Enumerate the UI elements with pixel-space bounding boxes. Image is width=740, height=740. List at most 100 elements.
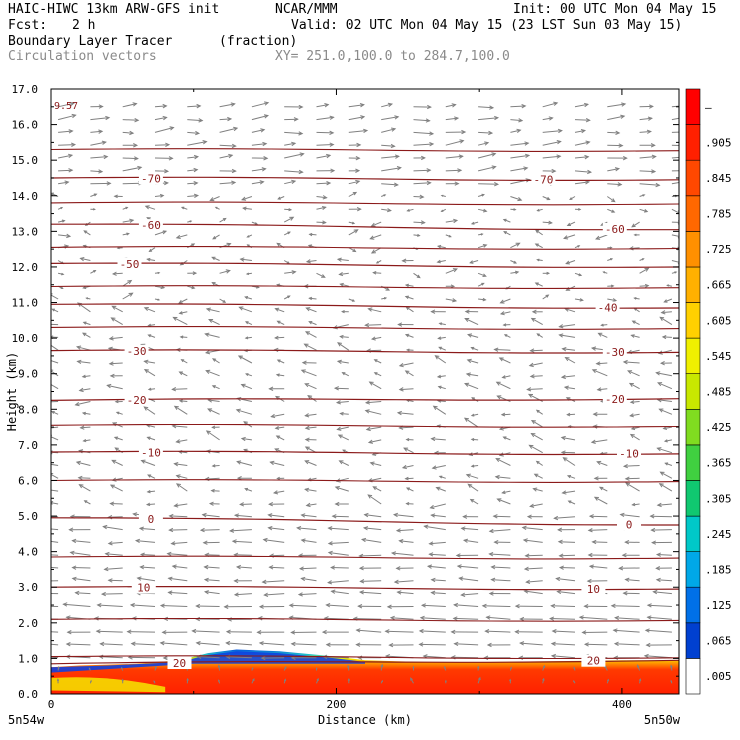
vector-shaft bbox=[627, 370, 640, 377]
circulation-vector bbox=[272, 490, 285, 495]
circulation-vector bbox=[187, 181, 199, 186]
circulation-vector bbox=[308, 232, 317, 237]
vector-shaft bbox=[659, 483, 673, 492]
vector-head bbox=[244, 336, 249, 340]
vector-shaft bbox=[611, 605, 640, 607]
circulation-vector bbox=[550, 641, 576, 646]
vector-head bbox=[61, 219, 66, 223]
circulation-vector bbox=[597, 332, 608, 338]
circulation-vector bbox=[113, 194, 123, 199]
vector-shaft bbox=[579, 616, 608, 620]
vector-head bbox=[578, 273, 583, 277]
vector-shaft bbox=[264, 593, 285, 596]
vector-head bbox=[227, 116, 233, 122]
vector-head bbox=[462, 538, 469, 543]
circulation-vector bbox=[413, 104, 432, 110]
circulation-vector bbox=[670, 664, 673, 671]
vector-head bbox=[290, 641, 296, 647]
vector-shaft bbox=[405, 284, 414, 287]
vector-shaft bbox=[187, 195, 198, 197]
y-tick-label: 5.0 bbox=[18, 510, 38, 523]
vector-head bbox=[556, 589, 562, 595]
vector-shaft bbox=[144, 406, 156, 415]
circulation-vector bbox=[574, 169, 593, 175]
vector-shaft bbox=[107, 384, 123, 390]
circulation-vector bbox=[530, 420, 543, 428]
vector-head bbox=[562, 457, 568, 462]
vector-head bbox=[205, 369, 211, 374]
circulation-vector bbox=[671, 182, 679, 185]
vector-shaft bbox=[263, 539, 285, 543]
circulation-vector bbox=[82, 438, 91, 443]
circulation-vector bbox=[211, 425, 220, 430]
vector-head bbox=[334, 486, 340, 491]
circulation-vector bbox=[440, 194, 446, 197]
circulation-vector bbox=[639, 194, 646, 197]
vector-shaft bbox=[491, 579, 511, 582]
tracer-plume-low bbox=[51, 677, 166, 693]
vector-shaft bbox=[339, 272, 349, 275]
vector-head bbox=[581, 630, 587, 635]
vector-head bbox=[198, 118, 204, 123]
circulation-vector bbox=[178, 298, 188, 304]
vector-shaft bbox=[51, 540, 59, 543]
vector-head bbox=[205, 430, 211, 435]
vector-head bbox=[98, 104, 104, 109]
vector-head bbox=[233, 513, 240, 518]
vector-shaft bbox=[187, 105, 201, 108]
vector-shaft bbox=[212, 358, 220, 364]
vector-head bbox=[330, 589, 336, 594]
vector-head bbox=[268, 501, 274, 507]
vector-head bbox=[195, 641, 201, 646]
circulation-vector bbox=[90, 104, 104, 109]
circulation-vector bbox=[336, 257, 349, 262]
vector-head bbox=[364, 322, 370, 328]
vector-shaft bbox=[211, 490, 220, 492]
vector-head bbox=[501, 490, 506, 495]
circulation-vector bbox=[645, 642, 672, 648]
circulation-vector bbox=[283, 295, 291, 300]
vector-head bbox=[522, 538, 528, 543]
circulation-vector bbox=[510, 153, 531, 159]
circulation-vector bbox=[146, 436, 156, 441]
circulation-vector bbox=[556, 589, 576, 595]
vector-head bbox=[481, 193, 485, 197]
vector-shaft bbox=[614, 643, 640, 646]
vector-head bbox=[93, 269, 97, 273]
circulation-vector bbox=[348, 142, 362, 148]
circulation-vector bbox=[514, 629, 543, 634]
circulation-vector bbox=[534, 282, 543, 287]
circulation-vector bbox=[396, 410, 414, 416]
vector-head bbox=[425, 118, 431, 123]
circulation-vector bbox=[488, 552, 511, 557]
vector-shaft bbox=[574, 156, 589, 159]
colorbar-swatch bbox=[685, 195, 701, 232]
circulation-vector bbox=[563, 385, 576, 390]
circulation-vector bbox=[154, 169, 170, 174]
circulation-vector bbox=[78, 484, 91, 492]
vector-head bbox=[395, 566, 401, 571]
circulation-vector bbox=[74, 590, 91, 596]
circulation-vector bbox=[175, 439, 188, 444]
circulation-vector bbox=[283, 216, 295, 223]
vector-head bbox=[186, 677, 189, 681]
circulation-vector bbox=[510, 242, 521, 249]
circulation-vector bbox=[413, 142, 435, 147]
vector-head bbox=[167, 590, 173, 595]
circulation-vector bbox=[147, 474, 156, 479]
vector-head bbox=[268, 386, 274, 391]
circulation-vector bbox=[331, 514, 349, 519]
vector-head bbox=[644, 283, 650, 288]
circulation-vector bbox=[367, 494, 382, 505]
vector-head bbox=[656, 447, 662, 452]
vector-head bbox=[622, 591, 628, 596]
vector-head bbox=[111, 459, 117, 464]
vector-shaft bbox=[284, 271, 296, 274]
vector-head bbox=[308, 296, 313, 301]
vector-head bbox=[218, 679, 220, 682]
vector-shaft bbox=[187, 131, 199, 134]
circulation-vector bbox=[563, 234, 576, 240]
vector-head bbox=[347, 677, 351, 681]
vector-shaft bbox=[316, 116, 334, 121]
vector-head bbox=[316, 677, 319, 681]
